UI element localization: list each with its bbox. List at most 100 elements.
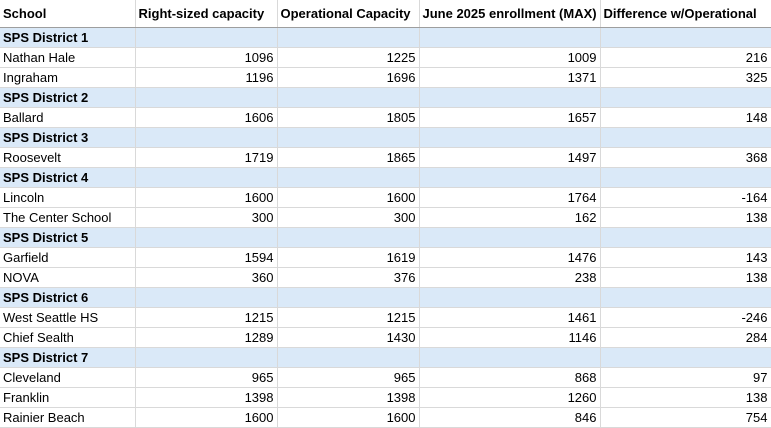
district-name-cell[interactable]: SPS District 2 <box>0 87 136 108</box>
school-name-cell[interactable]: West Seattle HS <box>0 307 136 328</box>
difference-cell[interactable]: 284 <box>600 327 771 348</box>
enrollment-cell[interactable]: 162 <box>419 207 601 228</box>
empty-cell[interactable] <box>419 87 601 108</box>
right-sized-cell[interactable]: 1594 <box>135 247 278 268</box>
school-name-cell[interactable]: Roosevelt <box>0 147 136 168</box>
difference-cell[interactable]: 143 <box>600 247 771 268</box>
right-sized-cell[interactable]: 1600 <box>135 187 278 208</box>
empty-cell[interactable] <box>135 87 278 108</box>
operational-cell[interactable]: 1225 <box>277 47 420 68</box>
school-name-cell[interactable]: The Center School <box>0 207 136 228</box>
empty-cell[interactable] <box>277 287 420 308</box>
empty-cell[interactable] <box>600 167 771 188</box>
right-sized-cell[interactable]: 300 <box>135 207 278 228</box>
difference-cell[interactable]: 368 <box>600 147 771 168</box>
enrollment-cell[interactable]: 1657 <box>419 107 601 128</box>
empty-cell[interactable] <box>135 227 278 248</box>
empty-cell[interactable] <box>600 347 771 368</box>
empty-cell[interactable] <box>135 127 278 148</box>
difference-cell[interactable]: -246 <box>600 307 771 328</box>
right-sized-cell[interactable]: 965 <box>135 367 278 388</box>
district-name-cell[interactable]: SPS District 6 <box>0 287 136 308</box>
district-name-cell[interactable]: SPS District 4 <box>0 167 136 188</box>
operational-cell[interactable]: 1805 <box>277 107 420 128</box>
district-name-cell[interactable]: SPS District 3 <box>0 127 136 148</box>
empty-cell[interactable] <box>277 347 420 368</box>
operational-cell[interactable]: 1398 <box>277 387 420 408</box>
empty-cell[interactable] <box>277 227 420 248</box>
right-sized-cell[interactable]: 1096 <box>135 47 278 68</box>
header-school[interactable]: School <box>0 0 136 28</box>
enrollment-cell[interactable]: 846 <box>419 407 601 428</box>
school-name-cell[interactable]: Cleveland <box>0 367 136 388</box>
school-name-cell[interactable]: Chief Sealth <box>0 327 136 348</box>
empty-cell[interactable] <box>277 87 420 108</box>
right-sized-cell[interactable]: 1196 <box>135 67 278 88</box>
right-sized-cell[interactable]: 1600 <box>135 407 278 428</box>
header-operational-capacity[interactable]: Operational Capacity <box>277 0 420 28</box>
enrollment-cell[interactable]: 1371 <box>419 67 601 88</box>
enrollment-cell[interactable]: 1146 <box>419 327 601 348</box>
right-sized-cell[interactable]: 1719 <box>135 147 278 168</box>
difference-cell[interactable]: 754 <box>600 407 771 428</box>
difference-cell[interactable]: 138 <box>600 207 771 228</box>
operational-cell[interactable]: 1696 <box>277 67 420 88</box>
right-sized-cell[interactable]: 1289 <box>135 327 278 348</box>
enrollment-cell[interactable]: 1461 <box>419 307 601 328</box>
right-sized-cell[interactable]: 1215 <box>135 307 278 328</box>
school-name-cell[interactable]: Ingraham <box>0 67 136 88</box>
enrollment-cell[interactable]: 1476 <box>419 247 601 268</box>
operational-cell[interactable]: 1215 <box>277 307 420 328</box>
empty-cell[interactable] <box>419 227 601 248</box>
empty-cell[interactable] <box>277 127 420 148</box>
empty-cell[interactable] <box>419 347 601 368</box>
school-name-cell[interactable]: Rainier Beach <box>0 407 136 428</box>
operational-cell[interactable]: 376 <box>277 267 420 288</box>
right-sized-cell[interactable]: 360 <box>135 267 278 288</box>
school-name-cell[interactable]: NOVA <box>0 267 136 288</box>
district-name-cell[interactable]: SPS District 7 <box>0 347 136 368</box>
operational-cell[interactable]: 1865 <box>277 147 420 168</box>
difference-cell[interactable]: -164 <box>600 187 771 208</box>
empty-cell[interactable] <box>277 27 420 48</box>
operational-cell[interactable]: 1600 <box>277 187 420 208</box>
difference-cell[interactable]: 325 <box>600 67 771 88</box>
empty-cell[interactable] <box>135 27 278 48</box>
empty-cell[interactable] <box>600 287 771 308</box>
empty-cell[interactable] <box>600 127 771 148</box>
operational-cell[interactable]: 965 <box>277 367 420 388</box>
school-name-cell[interactable]: Franklin <box>0 387 136 408</box>
empty-cell[interactable] <box>600 87 771 108</box>
empty-cell[interactable] <box>419 167 601 188</box>
enrollment-cell[interactable]: 868 <box>419 367 601 388</box>
district-name-cell[interactable]: SPS District 5 <box>0 227 136 248</box>
difference-cell[interactable]: 216 <box>600 47 771 68</box>
empty-cell[interactable] <box>600 227 771 248</box>
operational-cell[interactable]: 1600 <box>277 407 420 428</box>
school-name-cell[interactable]: Lincoln <box>0 187 136 208</box>
enrollment-cell[interactable]: 1260 <box>419 387 601 408</box>
enrollment-cell[interactable]: 1009 <box>419 47 601 68</box>
empty-cell[interactable] <box>277 167 420 188</box>
difference-cell[interactable]: 138 <box>600 387 771 408</box>
enrollment-cell[interactable]: 1764 <box>419 187 601 208</box>
header-june-2025-enrollment[interactable]: June 2025 enrollment (MAX) <box>419 0 601 28</box>
header-difference[interactable]: Difference w/Operational <box>600 0 771 28</box>
school-name-cell[interactable]: Garfield <box>0 247 136 268</box>
empty-cell[interactable] <box>135 287 278 308</box>
empty-cell[interactable] <box>135 167 278 188</box>
header-right-sized-capacity[interactable]: Right-sized capacity <box>135 0 278 28</box>
operational-cell[interactable]: 1430 <box>277 327 420 348</box>
empty-cell[interactable] <box>419 27 601 48</box>
operational-cell[interactable]: 300 <box>277 207 420 228</box>
difference-cell[interactable]: 148 <box>600 107 771 128</box>
school-name-cell[interactable]: Nathan Hale <box>0 47 136 68</box>
enrollment-cell[interactable]: 1497 <box>419 147 601 168</box>
difference-cell[interactable]: 138 <box>600 267 771 288</box>
right-sized-cell[interactable]: 1398 <box>135 387 278 408</box>
empty-cell[interactable] <box>419 127 601 148</box>
enrollment-cell[interactable]: 238 <box>419 267 601 288</box>
operational-cell[interactable]: 1619 <box>277 247 420 268</box>
right-sized-cell[interactable]: 1606 <box>135 107 278 128</box>
empty-cell[interactable] <box>419 287 601 308</box>
